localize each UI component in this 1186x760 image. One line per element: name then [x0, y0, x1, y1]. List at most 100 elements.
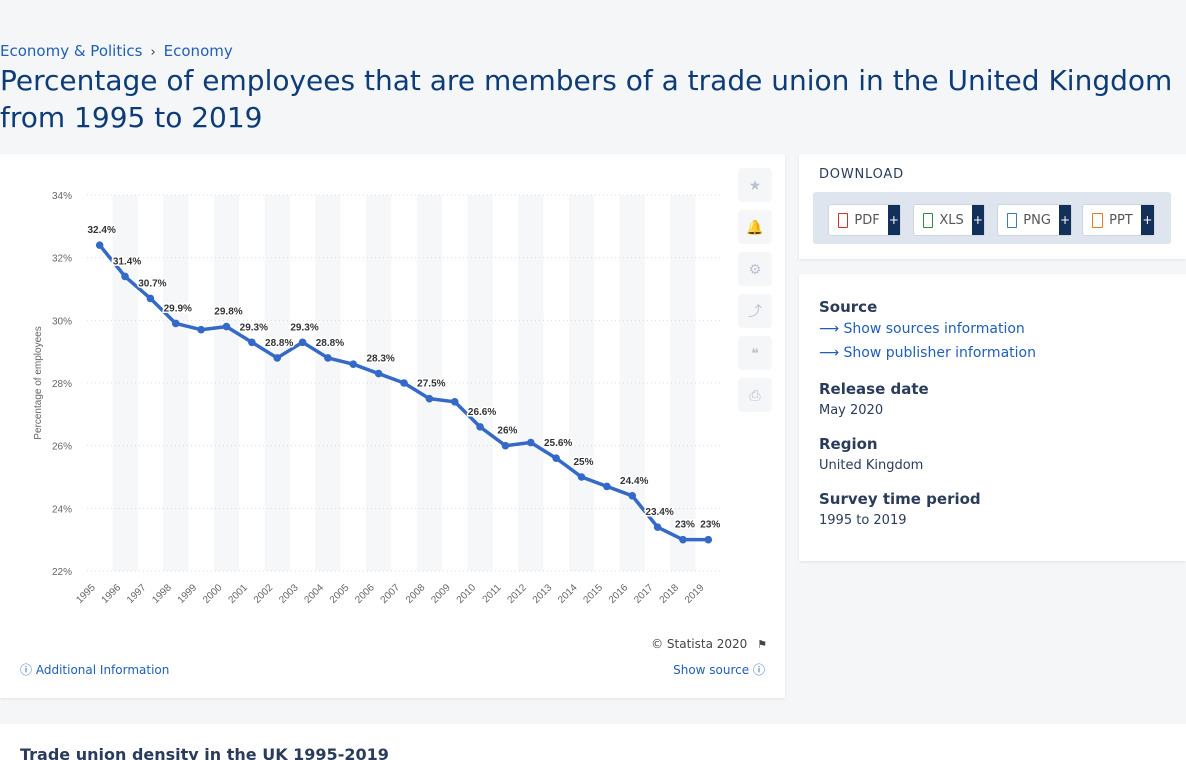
data-point — [527, 438, 535, 447]
data-point — [679, 535, 687, 544]
data-label: 24.4% — [620, 476, 648, 487]
x-tick-label: 2007 — [379, 582, 403, 606]
data-label: 23% — [700, 520, 720, 531]
y-tick-label: 22% — [52, 567, 72, 578]
plus-icon: + — [1140, 205, 1154, 235]
y-tick-label: 34% — [52, 191, 72, 202]
show-sources-link[interactable]: ⟶ Show sources information — [819, 321, 1025, 337]
x-tick-label: 2016 — [607, 582, 631, 606]
show-publisher-label: Show publisher information — [843, 345, 1036, 361]
metadata-card: Source ⟶ Show sources information ⟶ Show… — [799, 274, 1186, 561]
download-ppt-button[interactable]: PPT + — [1082, 204, 1155, 236]
y-tick-label: 32% — [52, 254, 72, 265]
png-file-icon — [1007, 212, 1018, 228]
xls-label: XLS — [939, 212, 964, 228]
chart-card: 22% 24% 26% 28% 30% 32% 34% Percentage of emplo… — [0, 154, 785, 698]
data-label: 25% — [574, 457, 594, 468]
x-tick-label: 1998 — [150, 582, 174, 606]
breadcrumb-economy-politics[interactable]: Economy & Politics — [0, 42, 143, 60]
show-sources-label: Show sources information — [843, 321, 1025, 337]
y-tick-label: 26% — [52, 442, 72, 453]
data-point — [273, 354, 282, 362]
data-point — [171, 319, 180, 328]
data-point — [628, 492, 637, 500]
flag-icon[interactable]: ⚑ — [757, 638, 767, 651]
x-tick-label: 2019 — [683, 582, 707, 606]
column-band — [112, 195, 138, 571]
data-label: 28.3% — [366, 354, 394, 365]
arrow-right-icon: ⟶ — [819, 321, 840, 337]
quote-icon[interactable]: ❝ — [738, 336, 772, 370]
data-label: 26% — [497, 426, 517, 437]
data-point — [374, 369, 383, 378]
star-icon[interactable]: ★ — [738, 168, 772, 202]
gear-icon[interactable]: ⚙ — [738, 252, 772, 286]
survey-period-value: 1995 to 2019 — [819, 513, 907, 528]
pdf-label: PDF — [854, 212, 880, 228]
x-tick-label: 2008 — [404, 582, 428, 606]
column-band — [416, 195, 443, 571]
x-tick-label: 2015 — [581, 582, 605, 606]
x-tick-label: 2010 — [455, 582, 479, 606]
data-label: 32.4% — [88, 225, 116, 236]
breadcrumb-separator: › — [150, 45, 156, 60]
share-icon[interactable]: ⤴ — [738, 294, 772, 328]
x-tick-label: 1999 — [176, 582, 200, 606]
description-title: Trade union density in the UK 1995-2019 — [20, 745, 389, 760]
data-point — [146, 294, 155, 303]
data-point — [501, 441, 510, 450]
data-point — [222, 322, 231, 331]
y-tick-label: 28% — [52, 379, 72, 390]
data-point — [425, 394, 434, 403]
x-tick-label: 2018 — [658, 582, 682, 606]
download-pdf-button[interactable]: PDF + — [828, 204, 901, 236]
x-tick-label: 2017 — [632, 582, 656, 606]
y-tick-label: 30% — [52, 316, 72, 327]
additional-information-label: Additional Information — [35, 663, 170, 677]
x-tick-label: 2002 — [252, 582, 276, 606]
statista-credit: © Statista 2020 ⚑ — [651, 637, 767, 651]
x-tick-label: 1997 — [125, 582, 149, 606]
pdf-file-icon — [838, 212, 849, 228]
data-point — [197, 325, 205, 334]
y-tick-label: 24% — [52, 504, 72, 515]
y-axis-label: Percentage of employees — [33, 326, 44, 439]
data-point — [121, 272, 129, 281]
info-icon: ⓘ — [752, 663, 765, 677]
data-point — [349, 360, 358, 368]
data-label: 26.6% — [468, 407, 496, 418]
bell-icon[interactable]: 🔔 — [738, 210, 772, 244]
column-band — [264, 195, 290, 571]
ppt-label: PPT — [1109, 212, 1133, 228]
x-tick-label: 2012 — [505, 582, 529, 606]
data-label: 27.5% — [417, 379, 445, 390]
survey-period-heading: Survey time period — [819, 490, 981, 508]
data-label: 29.3% — [290, 322, 318, 333]
plus-icon: + — [887, 205, 900, 235]
data-point — [400, 379, 408, 387]
data-point — [324, 354, 332, 362]
x-tick-label: 2005 — [328, 582, 352, 606]
show-source-link[interactable]: Show source ⓘ — [673, 661, 765, 678]
page-title: Percentage of employees that are members… — [0, 64, 1173, 134]
data-point — [476, 423, 484, 431]
credit-text: © Statista 2020 — [651, 637, 748, 651]
column-band — [213, 195, 240, 571]
data-label: 29.9% — [164, 303, 192, 314]
breadcrumb: Economy & Politics › Economy — [0, 42, 237, 60]
png-label: PNG — [1023, 212, 1051, 228]
x-tick-label: 2004 — [303, 582, 327, 606]
show-publisher-link[interactable]: ⟶ Show publisher information — [819, 345, 1036, 361]
x-tick-label: 1995 — [74, 582, 98, 606]
arrow-right-icon: ⟶ — [819, 345, 840, 361]
data-point — [248, 338, 256, 347]
download-png-button[interactable]: PNG + — [997, 204, 1072, 236]
additional-information-link[interactable]: ⓘ Additional Information — [20, 661, 169, 678]
print-icon[interactable]: ⎙ — [738, 378, 772, 412]
description-card: Trade union density in the UK 1995-2019 — [0, 724, 1186, 760]
breadcrumb-economy[interactable]: Economy — [163, 42, 233, 60]
data-point — [552, 454, 560, 463]
download-xls-button[interactable]: XLS + — [913, 204, 985, 236]
info-icon: ⓘ — [20, 663, 33, 677]
